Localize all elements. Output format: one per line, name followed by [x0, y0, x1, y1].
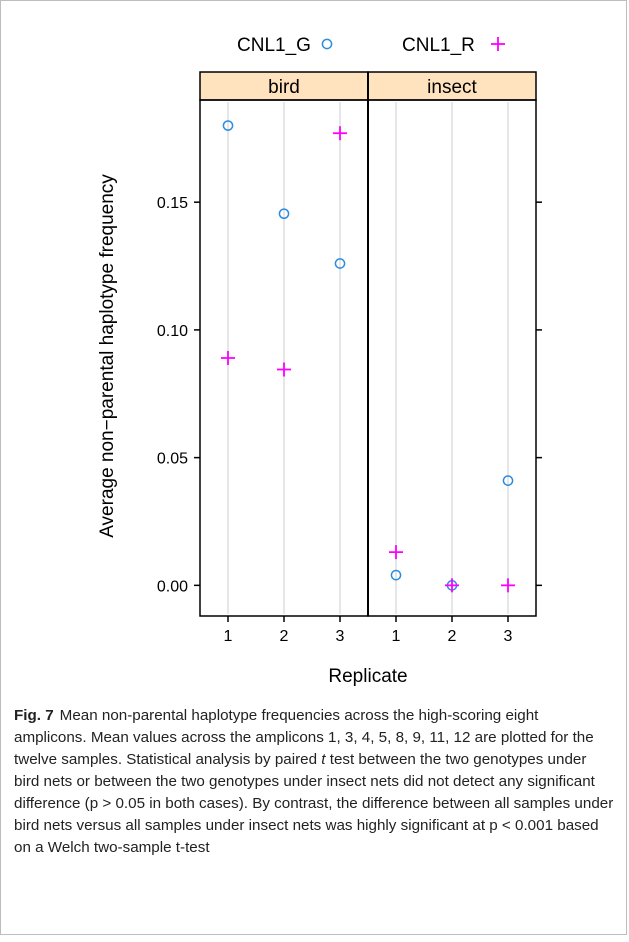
point-insect-CNL1_G-3 [502, 475, 514, 486]
x-tick-label-insect-3: 3 [504, 628, 513, 645]
legend-label-CNL1_R: CNL1_R [402, 35, 475, 56]
strip-insect [367, 71, 537, 101]
point-bird-CNL1_R-3 [333, 126, 347, 141]
point-insect-CNL1_R-1 [389, 545, 403, 560]
strip-bird [199, 71, 369, 101]
x-tick-label-insect-2: 2 [448, 628, 457, 645]
y-tick-label-0.15: 0.15 [157, 195, 188, 212]
strip-label-bird: bird [268, 77, 300, 98]
point-bird-CNL1_G-1 [222, 120, 234, 131]
x-axis-label: Replicate [328, 666, 407, 687]
legend-label-CNL1_G: CNL1_G [237, 35, 311, 56]
point-bird-CNL1_G-2 [278, 208, 290, 220]
legend-marker-CNL1_R [491, 37, 505, 51]
figure-caption: Fig. 7 Mean non-parental haplotype freque… [14, 705, 614, 859]
caption-text-1: Mean non-parental haplotype frequencies … [14, 707, 594, 768]
figure-label: Fig. 7 [14, 707, 54, 724]
point-bird-CNL1_R-1 [221, 351, 235, 365]
y-tick-label-0.10: 0.10 [157, 323, 188, 340]
y-tick-label-0.05: 0.05 [157, 451, 188, 468]
point-insect-CNL1_R-2 [445, 578, 459, 593]
x-tick-label-bird-3: 3 [336, 628, 345, 645]
point-insect-CNL1_G-1 [390, 569, 402, 581]
caption-text-2: test between the two genotypes under bir… [14, 751, 614, 856]
y-axis-label: Average non−parental haplotype frequency [97, 174, 118, 538]
y-tick-label-0.00: 0.00 [157, 578, 188, 595]
caption-italic-t: t [321, 751, 326, 768]
legend-marker-CNL1_G [321, 38, 333, 50]
x-tick-label-bird-1: 1 [224, 628, 233, 645]
point-bird-CNL1_R-2 [277, 362, 291, 377]
strip-label-insect: insect [427, 77, 477, 98]
point-insect-CNL1_R-3 [501, 578, 515, 593]
x-tick-label-bird-2: 2 [280, 628, 289, 645]
x-tick-label-insect-1: 1 [392, 628, 401, 645]
point-bird-CNL1_G-3 [334, 258, 346, 269]
